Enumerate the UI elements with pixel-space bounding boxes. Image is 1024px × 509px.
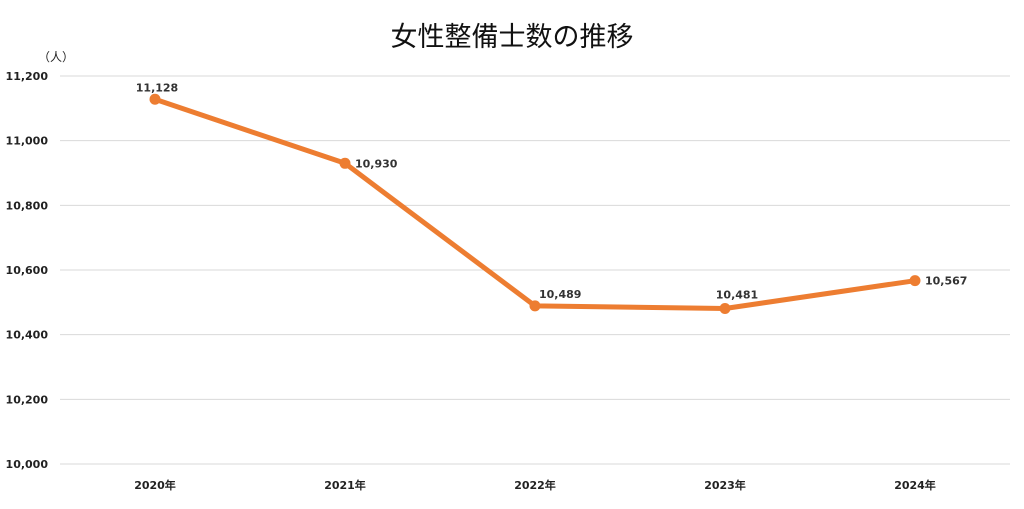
data-label: 10,489 [539,288,581,301]
y-tick-label: 10,200 [6,393,49,406]
x-tick-label: 2023年 [704,478,746,492]
x-tick-label: 2024年 [894,478,936,492]
y-axis-ticks: 10,000 10,200 10,400 10,600 10,800 11,000 11,2… [6,70,49,471]
data-label: 11,128 [136,81,178,94]
y-tick-label: 10,800 [6,199,49,212]
chart-title: 女性整備士数の推移 [391,22,634,53]
x-tick-label: 2020年 [134,478,176,492]
series-layer [149,93,921,314]
data-point [909,275,921,287]
data-point [529,300,541,312]
data-label: 10,930 [355,157,398,170]
x-axis-ticks: 2020年 2021年 2022年 2023年 2024年 [134,478,936,492]
y-tick-label: 11,200 [6,70,49,83]
y-tick-label: 11,000 [6,135,49,148]
x-tick-label: 2022年 [514,478,556,492]
gridlines [60,75,1010,465]
y-tick-label: 10,600 [6,264,49,277]
y-axis-unit-label: （人） [38,50,74,64]
data-point [149,93,161,105]
data-point [339,157,351,169]
data-label: 10,567 [925,275,967,288]
data-labels: 11,128 10,930 10,489 10,481 10,567 [136,81,968,301]
data-point [719,302,731,314]
series-line [152,96,918,311]
y-tick-label: 10,400 [6,329,49,342]
y-tick-label: 10,000 [6,458,49,471]
x-tick-label: 2021年 [324,478,366,492]
data-label: 10,481 [716,288,758,301]
